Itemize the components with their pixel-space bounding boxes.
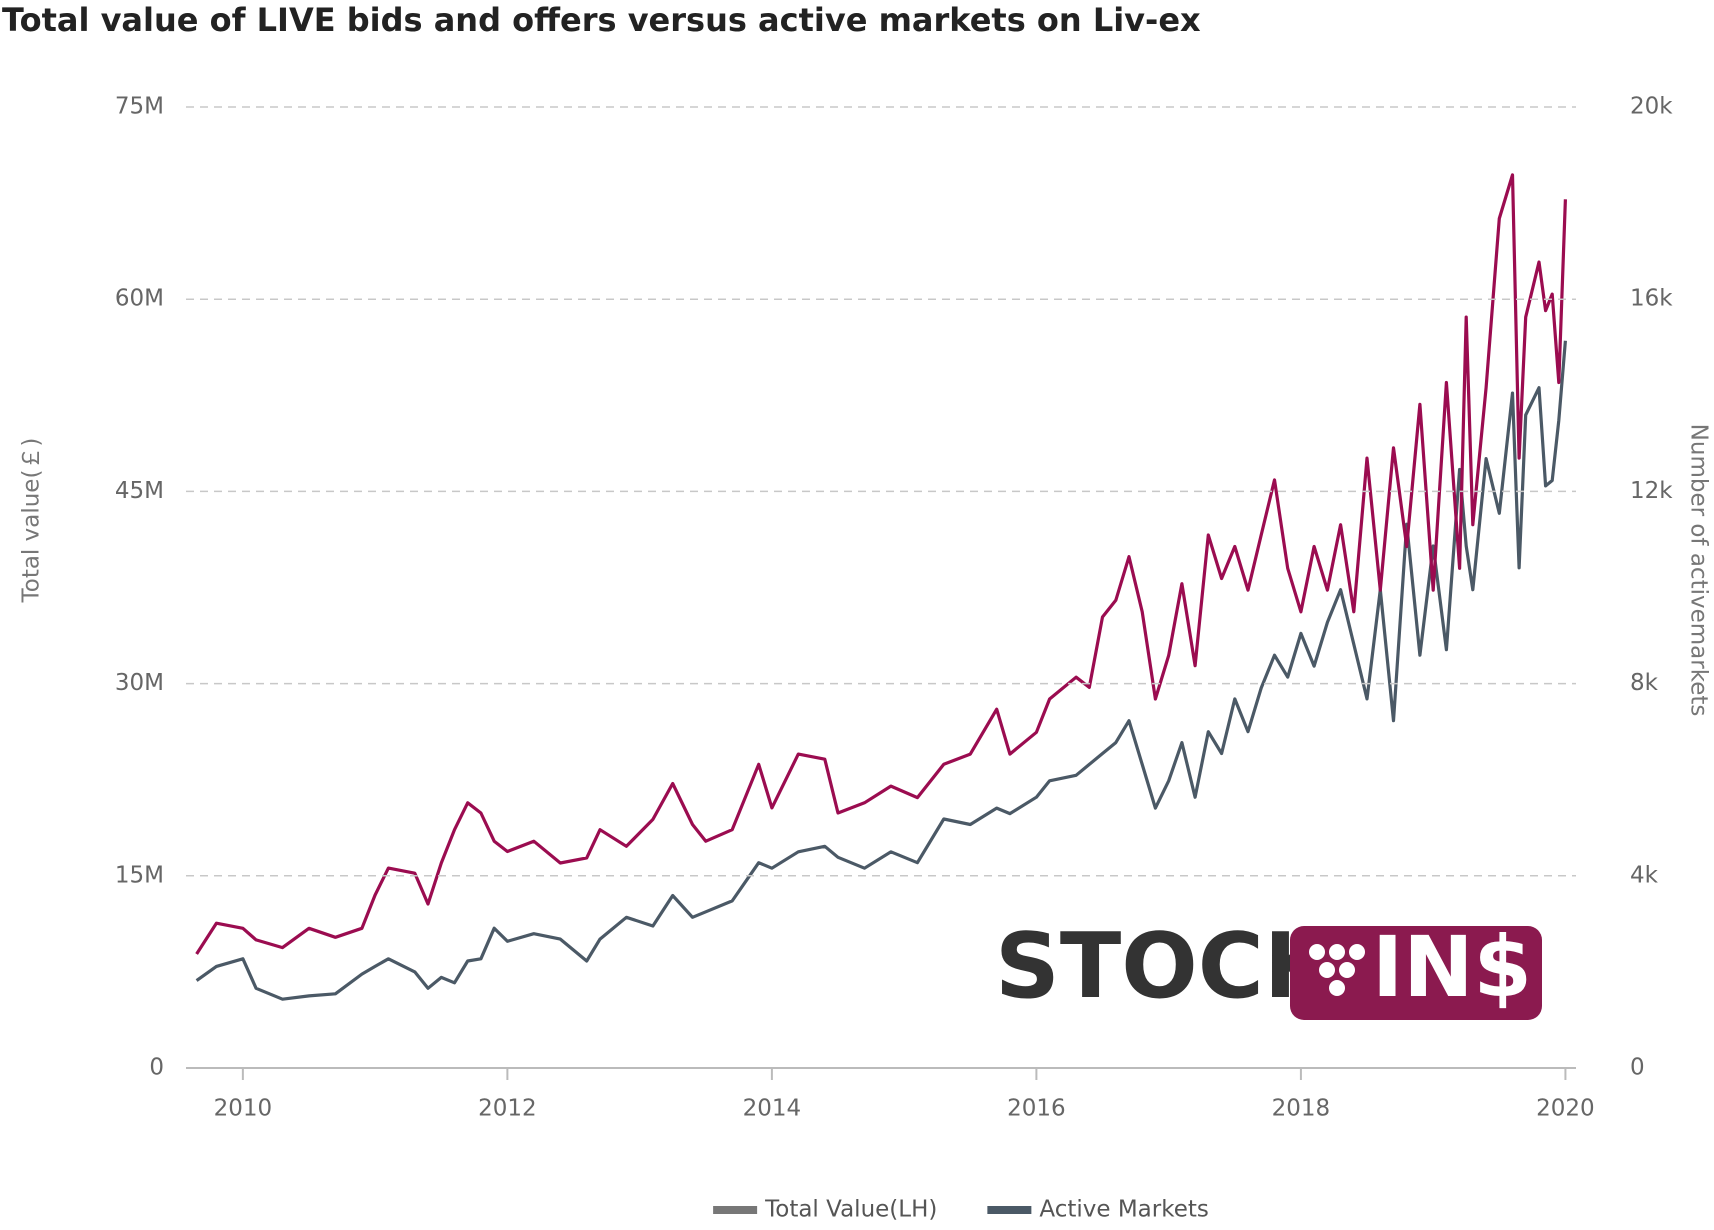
x-tick-label: 2016	[1007, 1096, 1066, 1122]
series-line	[195, 173, 1567, 955]
x-tick-label: 2018	[1272, 1096, 1331, 1122]
y2-tick-label: 12k	[1630, 478, 1673, 504]
y2-tick-label: 0	[1630, 1055, 1645, 1081]
x-tick-label: 2010	[214, 1096, 273, 1122]
legend-swatch	[987, 1206, 1032, 1214]
y-tick-label: 15M	[115, 862, 164, 888]
legend-label: Total Value(LH)	[764, 1197, 937, 1223]
y-tick-label: 60M	[115, 286, 164, 312]
y-tick-label: 45M	[115, 478, 164, 504]
x-tick-label: 2012	[478, 1096, 537, 1122]
logo-grapes	[1309, 944, 1365, 996]
y2-tick-label: 16k	[1630, 286, 1673, 312]
logo-text: STOCK	[995, 914, 1337, 1019]
x-tick-label: 2014	[743, 1096, 802, 1122]
y-tick-label: 30M	[115, 670, 164, 696]
y-tick-label: 0	[149, 1055, 164, 1081]
logo: STOCK IN$	[995, 914, 1542, 1020]
y2-tick-label: 8k	[1630, 670, 1659, 696]
series-line	[195, 340, 1567, 1001]
legend-swatch	[713, 1206, 758, 1214]
logo-text: IN$	[1372, 918, 1532, 1016]
y-axis-title: Total value(￡)	[19, 438, 45, 604]
chart-title: Total value of LIVE bids and offers vers…	[2, 1, 1201, 39]
y2-axis-title: Number of activemarkets	[1686, 424, 1712, 717]
y2-tick-label: 20k	[1630, 94, 1673, 120]
x-tick-label: 2020	[1536, 1096, 1595, 1122]
legend-label: Active Markets	[1039, 1197, 1209, 1223]
y-tick-label: 75M	[115, 94, 164, 120]
y2-tick-label: 4k	[1630, 862, 1659, 888]
